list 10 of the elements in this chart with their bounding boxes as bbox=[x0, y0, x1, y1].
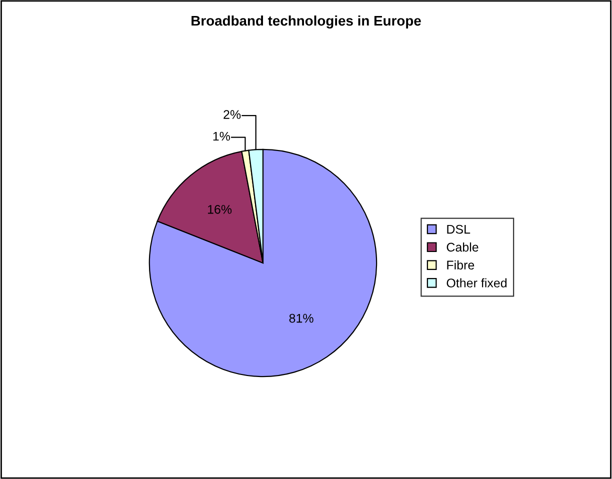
legend-label: Cable bbox=[446, 242, 478, 252]
data-label: 1% bbox=[213, 132, 230, 141]
data-label: 2% bbox=[224, 110, 241, 119]
legend-label: Fibre bbox=[447, 260, 474, 270]
legend-label: Other fixed bbox=[446, 278, 507, 288]
legend-label: DSL bbox=[447, 224, 470, 234]
chart-title: Broadband technologies in Europe bbox=[192, 15, 421, 29]
pie-slice bbox=[148, 148, 378, 378]
data-label: 81% bbox=[289, 314, 314, 323]
data-label: 16% bbox=[208, 204, 232, 214]
